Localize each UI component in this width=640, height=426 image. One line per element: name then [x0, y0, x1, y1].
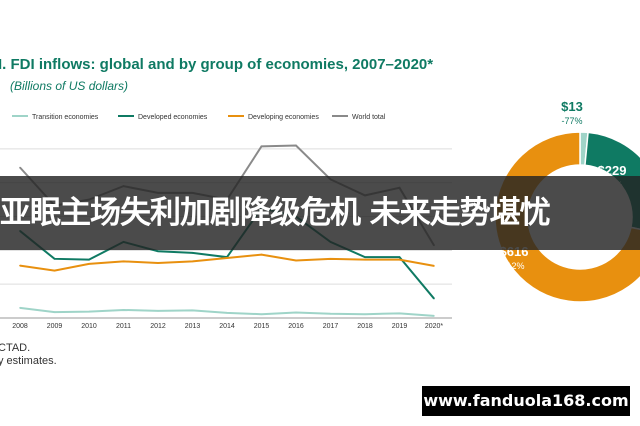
- data-point: [433, 297, 435, 300]
- data-point: [19, 166, 21, 169]
- data-point: [191, 252, 194, 254]
- data-point: [295, 311, 297, 314]
- data-point: [364, 256, 366, 258]
- data-point: [329, 258, 332, 260]
- headline-banner: 亚眠主场失利加剧降级危机 未来走势堪忧: [0, 176, 640, 250]
- x-tick-label: 2015: [254, 323, 270, 330]
- data-point: [260, 313, 263, 315]
- x-tick-label: 2020*: [425, 323, 444, 330]
- data-point: [157, 250, 159, 253]
- data-point: [157, 262, 159, 264]
- data-point: [398, 258, 401, 261]
- donut-slice: [584, 131, 640, 231]
- slice-value-label: $13: [561, 100, 583, 114]
- data-point: [329, 312, 332, 315]
- donut-slice: [494, 131, 640, 303]
- x-axis-ticks: 2008 2009 2010 2011 2012 2013 2014 2015 2016 2017…: [12, 323, 443, 330]
- chart-title: I. FDI inflows: global and by group of e…: [0, 56, 434, 73]
- fdi-chart: Transition economies Developed economies D…: [0, 100, 640, 330]
- data-point: [19, 264, 21, 267]
- legend-label: Transition economies: [32, 114, 99, 121]
- data-point: [122, 309, 125, 311]
- x-tick-label: 2014: [219, 323, 235, 330]
- data-point: [295, 259, 297, 262]
- data-point: [122, 260, 125, 263]
- chart-subtitle: (Billions of US dollars): [10, 79, 129, 93]
- legend-label: Developing economies: [248, 114, 319, 121]
- data-point: [88, 310, 90, 313]
- data-point: [53, 311, 56, 313]
- data-point: [88, 258, 90, 261]
- data-point: [88, 263, 90, 265]
- donut-chart: $13-77%$229-69%$616-12%: [494, 100, 640, 303]
- data-point: [398, 312, 401, 315]
- x-tick-label: 2016: [288, 323, 304, 330]
- data-point: [191, 260, 194, 263]
- data-point: [191, 309, 194, 312]
- source-note: CTAD.: [0, 342, 31, 354]
- x-tick-label: 2011: [116, 323, 131, 330]
- legend: Transition economies Developed economies D…: [12, 114, 386, 121]
- x-tick-label: 2013: [185, 323, 201, 330]
- data-point: [433, 265, 435, 267]
- data-point: [260, 253, 263, 256]
- slice-pct-label: -77%: [561, 116, 582, 126]
- data-point: [364, 258, 366, 261]
- slice-pct-label: -12%: [503, 261, 524, 271]
- data-point: [53, 258, 56, 260]
- x-tick-label: 2019: [392, 323, 408, 330]
- data-point: [226, 312, 228, 314]
- x-tick-label: 2010: [81, 323, 97, 330]
- data-point: [260, 145, 263, 148]
- x-tick-label: 2008: [12, 323, 28, 330]
- data-point: [226, 257, 228, 259]
- x-tick-label: 2012: [150, 323, 166, 330]
- data-point: [295, 144, 297, 147]
- data-point: [19, 307, 21, 309]
- x-tick-label: 2017: [323, 323, 339, 330]
- data-point: [157, 310, 159, 312]
- data-point: [398, 256, 401, 258]
- legend-label: World total: [352, 114, 386, 121]
- data-point: [53, 269, 56, 272]
- slice-value-label: $229: [598, 163, 627, 178]
- data-point: [433, 315, 435, 317]
- legend-label: Developed economies: [138, 114, 208, 121]
- x-tick-label: 2018: [357, 323, 373, 330]
- data-point: [364, 313, 366, 315]
- series-line: [19, 306, 435, 317]
- x-tick-label: 2009: [47, 323, 63, 330]
- site-watermark: www.fanduola168.com: [422, 386, 630, 416]
- estimate-note: y estimates.: [0, 355, 57, 367]
